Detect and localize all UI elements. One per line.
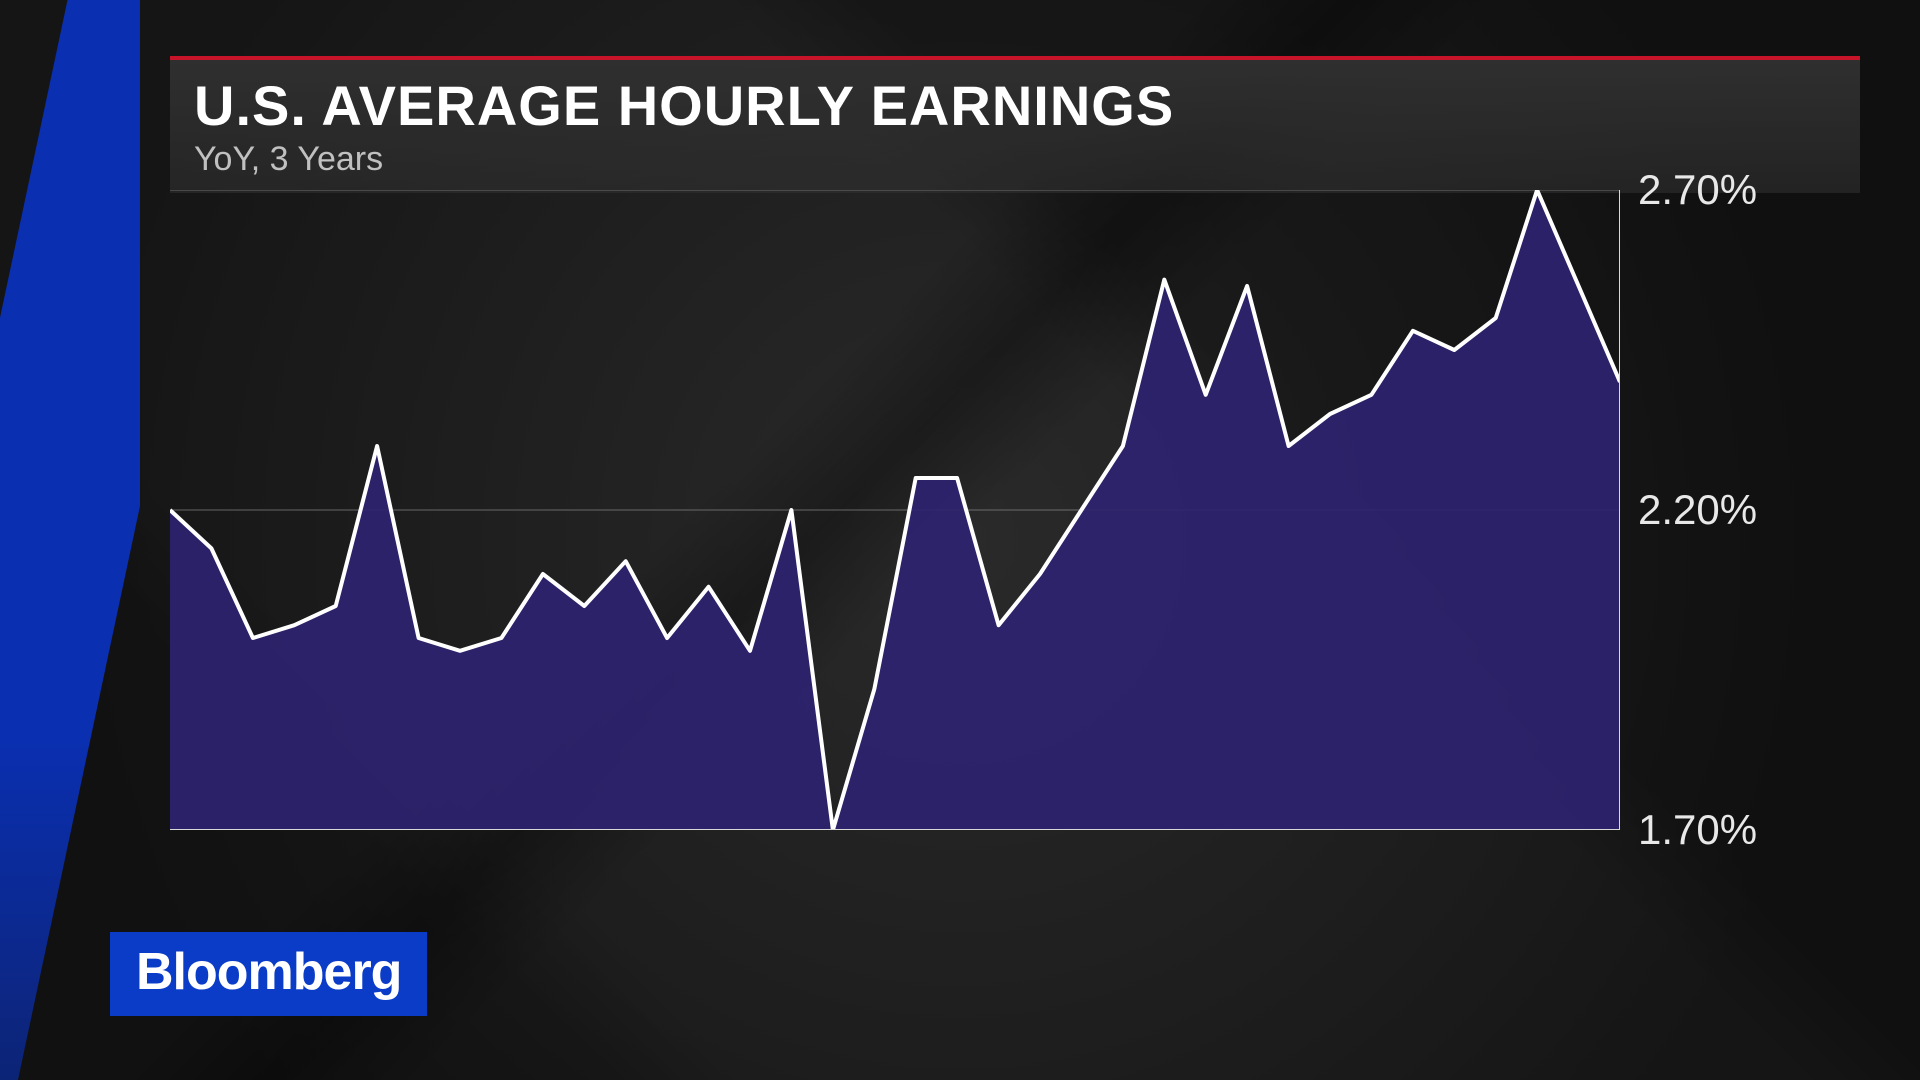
y-axis-tick-label: 2.70% [1638,166,1757,214]
left-accent-stripe [0,0,140,1080]
y-axis-labels: 1.70%2.20%2.70% [1620,190,1860,830]
chart-title: U.S. AVERAGE HOURLY EARNINGS [194,78,1836,134]
area-chart-svg [170,190,1620,830]
title-bar: U.S. AVERAGE HOURLY EARNINGS YoY, 3 Year… [170,60,1860,193]
y-axis-tick-label: 1.70% [1638,806,1757,854]
brand-logo-box: Bloomberg [110,932,427,1016]
chart-container: 1.70%2.20%2.70% [170,190,1860,830]
chart-plot-area [170,190,1620,830]
brand-logo-text: Bloomberg [136,943,401,1001]
y-axis-tick-label: 2.20% [1638,486,1757,534]
chart-subtitle: YoY, 3 Years [194,140,1836,179]
